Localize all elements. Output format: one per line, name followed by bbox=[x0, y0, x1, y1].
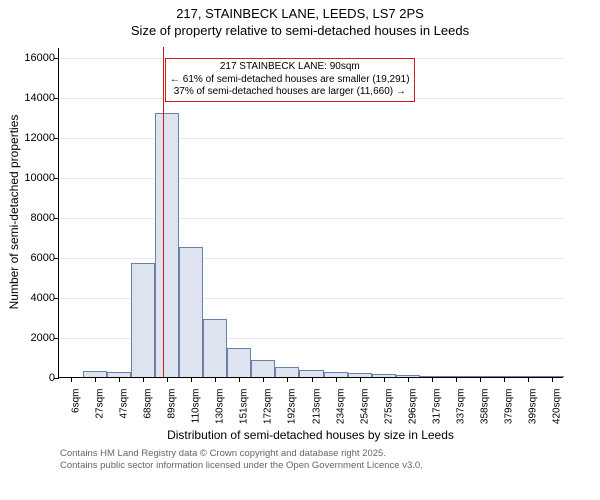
xtick-mark bbox=[456, 377, 457, 382]
annotation-box: 217 STAINBECK LANE: 90sqm← 61% of semi-d… bbox=[165, 58, 415, 102]
xtick-label: 110sqm bbox=[191, 389, 202, 424]
xtick-label: 68sqm bbox=[143, 389, 154, 419]
xtick-mark bbox=[504, 377, 505, 382]
xtick-mark bbox=[71, 377, 72, 382]
xtick-label: 172sqm bbox=[263, 389, 274, 425]
ytick-label: 8000 bbox=[31, 212, 55, 224]
xtick-mark bbox=[480, 377, 481, 382]
ytick-label: 2000 bbox=[31, 332, 55, 344]
ytick-label: 4000 bbox=[31, 292, 55, 304]
xtick-label: 47sqm bbox=[119, 389, 130, 419]
histogram-bar bbox=[203, 319, 227, 377]
histogram-bar bbox=[299, 370, 323, 377]
annotation-line-1: 217 STAINBECK LANE: 90sqm bbox=[170, 61, 410, 74]
xtick-label: 254sqm bbox=[359, 389, 370, 425]
chart-wrap: 02000400060008000100001200014000160006sq… bbox=[58, 48, 578, 428]
credits-block: Contains HM Land Registry data © Crown c… bbox=[60, 448, 423, 472]
ytick-label: 14000 bbox=[24, 92, 55, 104]
y-axis-label: Number of semi-detached properties bbox=[7, 102, 21, 322]
gridline bbox=[59, 178, 564, 179]
property-marker-line bbox=[163, 47, 164, 377]
xtick-mark bbox=[528, 377, 529, 382]
xtick-mark bbox=[239, 377, 240, 382]
xtick-label: 213sqm bbox=[311, 389, 322, 425]
xtick-label: 130sqm bbox=[215, 389, 226, 425]
xtick-mark bbox=[143, 377, 144, 382]
xtick-label: 89sqm bbox=[167, 389, 178, 419]
histogram-bar bbox=[251, 360, 275, 377]
xtick-mark bbox=[215, 377, 216, 382]
annotation-line-2: ← 61% of semi-detached houses are smalle… bbox=[170, 74, 410, 87]
xtick-mark bbox=[312, 377, 313, 382]
ytick-label: 6000 bbox=[31, 252, 55, 264]
xtick-mark bbox=[167, 377, 168, 382]
xtick-label: 234sqm bbox=[335, 389, 346, 425]
ytick-label: 10000 bbox=[24, 172, 55, 184]
xtick-mark bbox=[191, 377, 192, 382]
ytick-label: 0 bbox=[49, 372, 55, 384]
xtick-label: 6sqm bbox=[71, 389, 82, 413]
histogram-bar bbox=[155, 113, 179, 377]
xtick-mark bbox=[287, 377, 288, 382]
xtick-label: 275sqm bbox=[383, 389, 394, 425]
xtick-mark bbox=[95, 377, 96, 382]
xtick-label: 379sqm bbox=[503, 389, 514, 425]
credits-line-2: Contains public sector information licen… bbox=[60, 460, 423, 472]
xtick-mark bbox=[336, 377, 337, 382]
xtick-mark bbox=[408, 377, 409, 382]
plot-area: 02000400060008000100001200014000160006sq… bbox=[58, 48, 563, 378]
xtick-label: 27sqm bbox=[95, 389, 106, 419]
gridline bbox=[59, 138, 564, 139]
histogram-bar bbox=[179, 247, 203, 377]
xtick-label: 151sqm bbox=[239, 389, 250, 425]
ytick-label: 12000 bbox=[24, 132, 55, 144]
xtick-label: 296sqm bbox=[407, 389, 418, 425]
histogram-bar bbox=[275, 367, 299, 377]
histogram-bar bbox=[131, 263, 155, 377]
xtick-label: 337sqm bbox=[455, 389, 466, 425]
title-subtitle: Size of property relative to semi-detach… bbox=[0, 23, 600, 40]
histogram-bar bbox=[227, 348, 251, 377]
xtick-mark bbox=[552, 377, 553, 382]
title-address: 217, STAINBECK LANE, LEEDS, LS7 2PS bbox=[0, 6, 600, 23]
chart-container: 217, STAINBECK LANE, LEEDS, LS7 2PS Size… bbox=[0, 0, 600, 500]
xtick-label: 358sqm bbox=[479, 389, 490, 425]
xtick-label: 399sqm bbox=[527, 389, 538, 425]
xtick-mark bbox=[263, 377, 264, 382]
xtick-mark bbox=[432, 377, 433, 382]
credits-line-1: Contains HM Land Registry data © Crown c… bbox=[60, 448, 423, 460]
gridline bbox=[59, 258, 564, 259]
xtick-mark bbox=[119, 377, 120, 382]
title-block: 217, STAINBECK LANE, LEEDS, LS7 2PS Size… bbox=[0, 0, 600, 40]
xtick-label: 317sqm bbox=[431, 389, 442, 425]
xtick-label: 420sqm bbox=[551, 389, 562, 425]
gridline bbox=[59, 218, 564, 219]
x-axis-label: Distribution of semi-detached houses by … bbox=[58, 428, 563, 442]
xtick-label: 192sqm bbox=[287, 389, 298, 425]
annotation-line-3: 37% of semi-detached houses are larger (… bbox=[170, 86, 410, 99]
xtick-mark bbox=[384, 377, 385, 382]
xtick-mark bbox=[360, 377, 361, 382]
ytick-label: 16000 bbox=[24, 52, 55, 64]
